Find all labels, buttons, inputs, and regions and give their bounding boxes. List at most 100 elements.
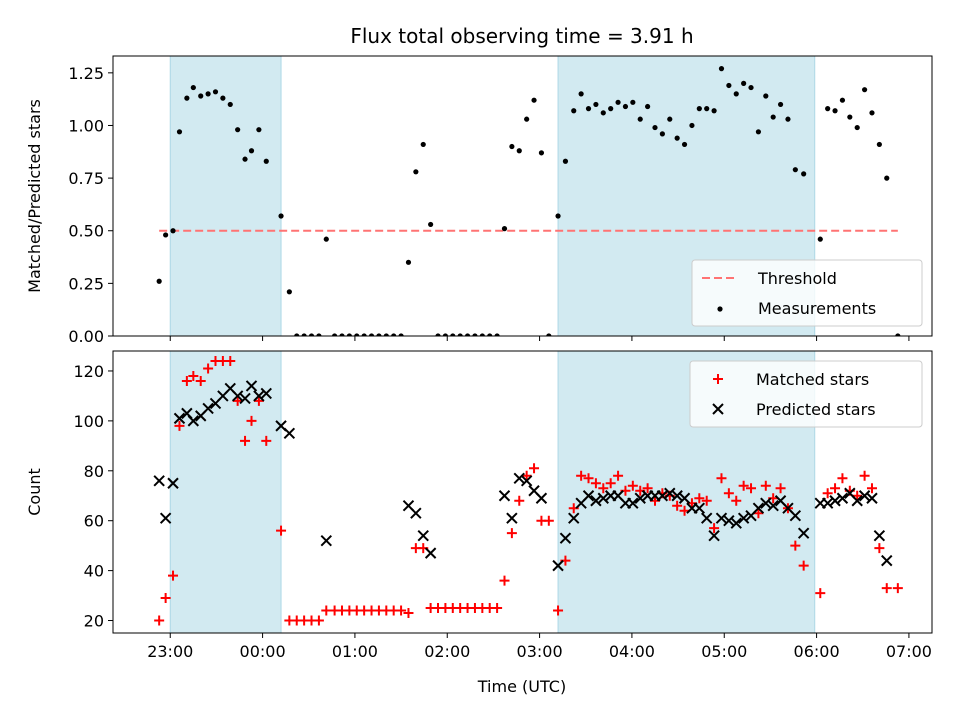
matched-stars-point	[679, 505, 690, 516]
matched-stars-point	[874, 543, 885, 554]
predicted-stars-point	[520, 475, 533, 487]
matched-stars-point	[276, 525, 287, 536]
predicted-stars-point	[513, 472, 525, 484]
predicted-stars-point	[245, 380, 258, 392]
measurement-point	[741, 80, 747, 86]
measurement-point	[391, 333, 397, 336]
measurement-point	[622, 103, 629, 110]
matched-stars-point	[261, 435, 272, 446]
predicted-stars-point	[417, 529, 429, 542]
measurement-point	[368, 333, 375, 336]
predicted-stars-point	[866, 492, 878, 504]
measurement-point	[608, 106, 614, 112]
measurement-point	[615, 99, 621, 105]
predicted-stars-point	[693, 502, 706, 514]
measurement-point	[733, 91, 739, 97]
matched-stars-point	[246, 415, 257, 426]
matched-stars-point	[160, 593, 171, 604]
predicted-stars-point	[821, 497, 834, 509]
measurement-point	[256, 127, 262, 133]
measurement-point	[163, 232, 169, 238]
matched-stars-point	[798, 560, 809, 571]
predicted-stars-point	[167, 477, 179, 489]
predicted-stars-point	[173, 412, 186, 425]
measurement-point	[472, 333, 478, 336]
chart-title: Flux total observing time = 3.91 h	[350, 24, 693, 48]
points-group	[156, 66, 901, 336]
measurement-point	[198, 93, 204, 99]
legend: Threshold Measurements	[691, 259, 923, 327]
matched-stars-point	[852, 490, 863, 501]
predicted-stars-point	[552, 559, 564, 572]
y-tick-label: 80	[84, 462, 104, 481]
measurement-point	[861, 87, 868, 93]
measurement-point	[420, 141, 426, 148]
x-tick-label: 01:00	[332, 642, 378, 661]
matched-stars-point	[866, 483, 877, 494]
matched-stars-point	[174, 420, 185, 431]
predicted-stars-point	[202, 402, 214, 415]
measurement-point	[450, 333, 456, 336]
predicted-stars-point	[231, 390, 244, 402]
matched-stars-point	[499, 575, 510, 586]
legend-label: Threshold	[757, 269, 837, 288]
matched-stars-point	[403, 608, 414, 619]
measurement-point	[785, 116, 791, 122]
axes-frame	[112, 350, 933, 634]
legend-box	[689, 360, 923, 428]
measurement-point	[479, 333, 485, 336]
predicted-stars-point	[723, 514, 735, 527]
measurement-point	[383, 333, 389, 336]
matched-stars-point	[716, 473, 727, 484]
measurement-point	[630, 99, 636, 105]
measurement-point	[763, 93, 769, 99]
predicted-stars-point	[260, 387, 272, 400]
predicted-stars-point	[789, 510, 802, 522]
measurement-point	[555, 213, 561, 219]
measurement-point	[205, 91, 211, 97]
matched-stars-point	[590, 478, 601, 489]
matched-stars-point	[775, 483, 786, 494]
measurement-point	[593, 101, 599, 108]
predicted-stars-point	[187, 415, 200, 427]
predicted-stars-point	[715, 512, 728, 524]
x-tick-label: 03:00	[517, 642, 563, 661]
measurement-point	[817, 236, 823, 242]
predicted-stars-point	[410, 507, 422, 519]
measurement-point	[464, 333, 471, 336]
matched-stars-point	[701, 495, 712, 506]
measurement-point	[501, 226, 508, 232]
measurement-point	[578, 91, 584, 97]
matched-stars-point	[753, 508, 764, 519]
x-tick-label: 06:00	[794, 642, 840, 661]
legend-label: Matched stars	[756, 370, 869, 389]
shaded-interval	[169, 55, 282, 337]
matched-stars-point	[553, 605, 564, 616]
predicted-stars-point	[283, 427, 296, 440]
measurement-point	[674, 135, 680, 141]
panel-ratio: 0.00 0.25 0.50 0.75 1.00 1.25 Matched/Predicte…	[25, 55, 933, 346]
measurement-point	[242, 156, 248, 162]
matched-stars-point	[203, 363, 214, 374]
measurement-point	[801, 171, 807, 177]
x-tick-label: 07:00	[886, 642, 932, 661]
matched-stars-point	[837, 473, 848, 484]
predicted-stars-point	[568, 512, 580, 524]
y-tick-label: 1.00	[68, 116, 104, 135]
matched-stars-point	[815, 588, 826, 599]
predicted-stars-point	[700, 512, 713, 524]
measurement-point	[854, 124, 860, 131]
predicted-stars-point	[320, 534, 332, 547]
predicted-stars-point	[730, 517, 742, 529]
measurement-point	[294, 333, 300, 336]
predicted-stars-point	[506, 512, 518, 524]
measurement-point	[755, 129, 762, 135]
measurement-point	[571, 108, 577, 114]
predicted-stars-point	[752, 502, 765, 514]
measurement-point	[332, 333, 338, 336]
matched-stars-point	[723, 488, 734, 499]
measurement-point	[442, 333, 449, 336]
measurement-point	[376, 333, 382, 336]
matched-stars-point	[188, 370, 199, 381]
measurement-point	[839, 97, 846, 103]
